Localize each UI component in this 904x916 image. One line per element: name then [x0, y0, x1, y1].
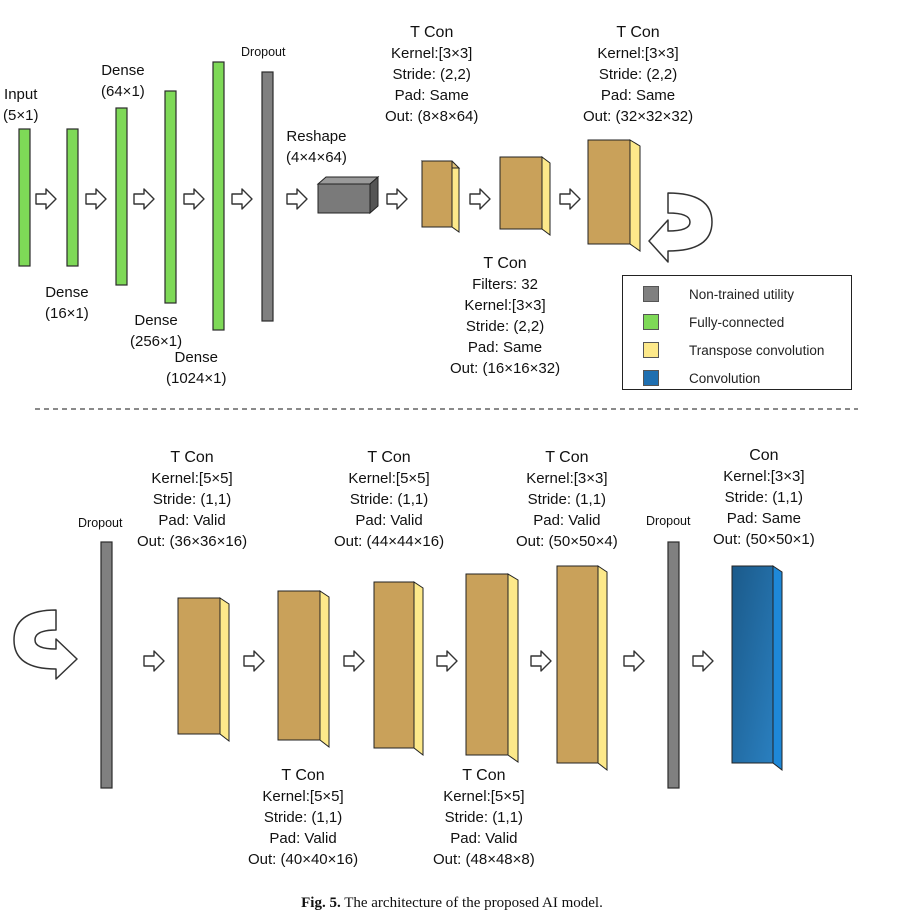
input-label: Input (5×1) — [3, 86, 39, 124]
arrow-icon — [231, 188, 253, 210]
tcon-block-40x40 — [277, 590, 330, 749]
tcon-block-16x16 — [499, 156, 551, 236]
dense-256-label: Dense (256×1) — [130, 312, 183, 350]
reshape-label: Reshape (4×4×64) — [286, 128, 347, 166]
dense-16-bar — [66, 128, 79, 267]
arrow-icon — [343, 650, 365, 672]
legend-swatch — [643, 370, 659, 386]
arrow-icon — [559, 188, 581, 210]
reshape-block — [316, 175, 380, 215]
legend-item-transpose-conv: Transpose convolution — [643, 340, 824, 360]
tcon-block-36x36 — [177, 597, 230, 743]
legend-item-label: Fully-connected — [689, 314, 785, 330]
legend-item-label: Transpose convolution — [689, 342, 825, 358]
legend: Non-trained utility Fully-connected Tran… — [622, 275, 852, 390]
conv-label: Con Kernel:[3×3] Stride: (1,1) Pad: Same… — [713, 447, 815, 548]
legend-item-label: Non-trained utility — [689, 286, 795, 302]
arrow-icon — [623, 650, 645, 672]
arrow-icon — [692, 650, 714, 672]
tcon-36x36-label: T Con Kernel:[5×5] Stride: (1,1) Pad: Va… — [137, 449, 248, 550]
tcon-16x16-label: T Con Filters: 32 Kernel:[3×3] Stride: (… — [450, 255, 561, 377]
dropout-label-bottom-1: Dropout — [78, 516, 123, 530]
arrow-icon — [143, 650, 165, 672]
dense-64-label: Dense (64×1) — [101, 62, 145, 100]
legend-item-fully-connected: Fully-connected — [643, 312, 784, 332]
dense-256-bar — [164, 90, 177, 304]
arrow-icon — [35, 188, 57, 210]
figure-caption: Fig. 5. The architecture of the proposed… — [0, 895, 904, 912]
arrow-icon — [183, 188, 205, 210]
arrow-icon — [530, 650, 552, 672]
arrow-icon — [243, 650, 265, 672]
dropout-bar-top — [261, 71, 274, 322]
tcon-48x48-label: T Con Kernel:[5×5] Stride: (1,1) Pad: Va… — [433, 767, 535, 868]
legend-item-label: Convolution — [689, 370, 761, 386]
tcon-block-44x44 — [373, 581, 424, 757]
dense-16-label: Dense (16×1) — [45, 284, 89, 322]
figure-caption-text: The architecture of the proposed AI mode… — [340, 895, 603, 911]
dropout-label-bottom-2: Dropout — [646, 514, 691, 528]
arrow-icon — [469, 188, 491, 210]
tcon-44x44-label: T Con Kernel:[5×5] Stride: (1,1) Pad: Va… — [334, 449, 445, 550]
dropout-bar-bottom-2 — [667, 541, 680, 789]
tcon-block-32x32 — [587, 139, 641, 252]
tcon-50x50-label: T Con Kernel:[3×3] Stride: (1,1) Pad: Va… — [516, 449, 618, 550]
legend-item-non-trained: Non-trained utility — [643, 284, 794, 304]
conv-block-50x50x1 — [731, 565, 783, 772]
arrow-icon — [386, 188, 408, 210]
arrow-icon — [436, 650, 458, 672]
tcon-8x8-label: T Con Kernel:[3×3] Stride: (2,2) Pad: Sa… — [385, 24, 479, 125]
dropout-label-top: Dropout — [241, 45, 286, 59]
legend-swatch — [643, 286, 659, 302]
legend-item-convolution: Convolution — [643, 368, 760, 388]
arrow-icon — [286, 188, 308, 210]
input-layer-bar — [18, 128, 31, 267]
dropout-bar-bottom-1 — [100, 541, 113, 789]
u-turn-arrow-icon — [13, 609, 78, 680]
tcon-block-8x8 — [420, 160, 461, 233]
dense-64-bar — [115, 107, 128, 286]
arrow-icon — [133, 188, 155, 210]
figure-caption-label: Fig. 5. — [301, 895, 341, 911]
tcon-32x32-label: T Con Kernel:[3×3] Stride: (2,2) Pad: Sa… — [583, 24, 694, 125]
legend-swatch — [643, 342, 659, 358]
u-turn-arrow-icon — [648, 192, 713, 263]
legend-swatch — [643, 314, 659, 330]
dense-1024-bar — [212, 61, 225, 331]
tcon-block-50x50 — [556, 565, 608, 772]
dense-1024-label: Dense (1024×1) — [166, 349, 227, 387]
tcon-block-48x48 — [465, 573, 519, 763]
tcon-40x40-label: T Con Kernel:[5×5] Stride: (1,1) Pad: Va… — [248, 767, 359, 868]
arrow-icon — [85, 188, 107, 210]
